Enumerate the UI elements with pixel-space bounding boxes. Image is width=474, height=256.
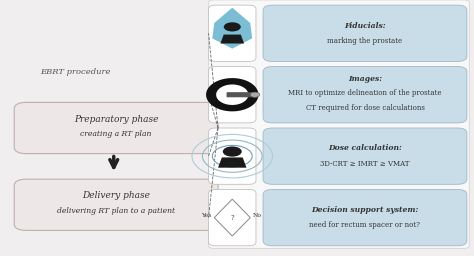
Text: MRI to optimize delineation of the prostate: MRI to optimize delineation of the prost… [288, 89, 442, 98]
FancyBboxPatch shape [209, 128, 256, 184]
FancyBboxPatch shape [209, 67, 256, 123]
FancyBboxPatch shape [14, 102, 218, 154]
Polygon shape [218, 157, 246, 168]
Text: marking the prostate: marking the prostate [328, 37, 402, 45]
Text: 3D-CRT ≥ IMRT ≥ VMAT: 3D-CRT ≥ IMRT ≥ VMAT [320, 160, 410, 168]
Text: Images:: Images: [348, 75, 382, 83]
Text: Fiducials:: Fiducials: [344, 22, 386, 30]
Text: creating a RT plan: creating a RT plan [81, 130, 152, 138]
Text: Dose calculation:: Dose calculation: [328, 144, 402, 153]
FancyBboxPatch shape [209, 0, 469, 248]
Circle shape [223, 146, 242, 157]
Polygon shape [216, 84, 248, 105]
FancyBboxPatch shape [263, 189, 467, 246]
FancyBboxPatch shape [209, 5, 256, 61]
FancyBboxPatch shape [14, 179, 218, 230]
Circle shape [250, 92, 260, 97]
Text: Decision support system:: Decision support system: [311, 206, 419, 214]
Circle shape [224, 22, 241, 31]
Polygon shape [220, 35, 244, 44]
FancyBboxPatch shape [227, 92, 255, 97]
Text: Preparatory phase: Preparatory phase [74, 114, 158, 124]
Text: ?: ? [230, 215, 234, 221]
FancyBboxPatch shape [263, 67, 467, 123]
Text: delivering RT plan to a patient: delivering RT plan to a patient [57, 207, 175, 215]
FancyBboxPatch shape [209, 189, 256, 246]
Text: EBRT procedure: EBRT procedure [41, 68, 111, 76]
Text: Yes: Yes [201, 213, 211, 218]
Text: need for rectum spacer or not?: need for rectum spacer or not? [310, 221, 420, 229]
Text: No: No [253, 213, 262, 218]
FancyBboxPatch shape [263, 5, 467, 61]
Text: Delivery phase: Delivery phase [82, 191, 150, 200]
Polygon shape [212, 8, 252, 49]
Text: CT required for dose calculations: CT required for dose calculations [306, 103, 424, 112]
FancyBboxPatch shape [263, 128, 467, 184]
Polygon shape [206, 78, 258, 111]
Polygon shape [214, 199, 250, 236]
